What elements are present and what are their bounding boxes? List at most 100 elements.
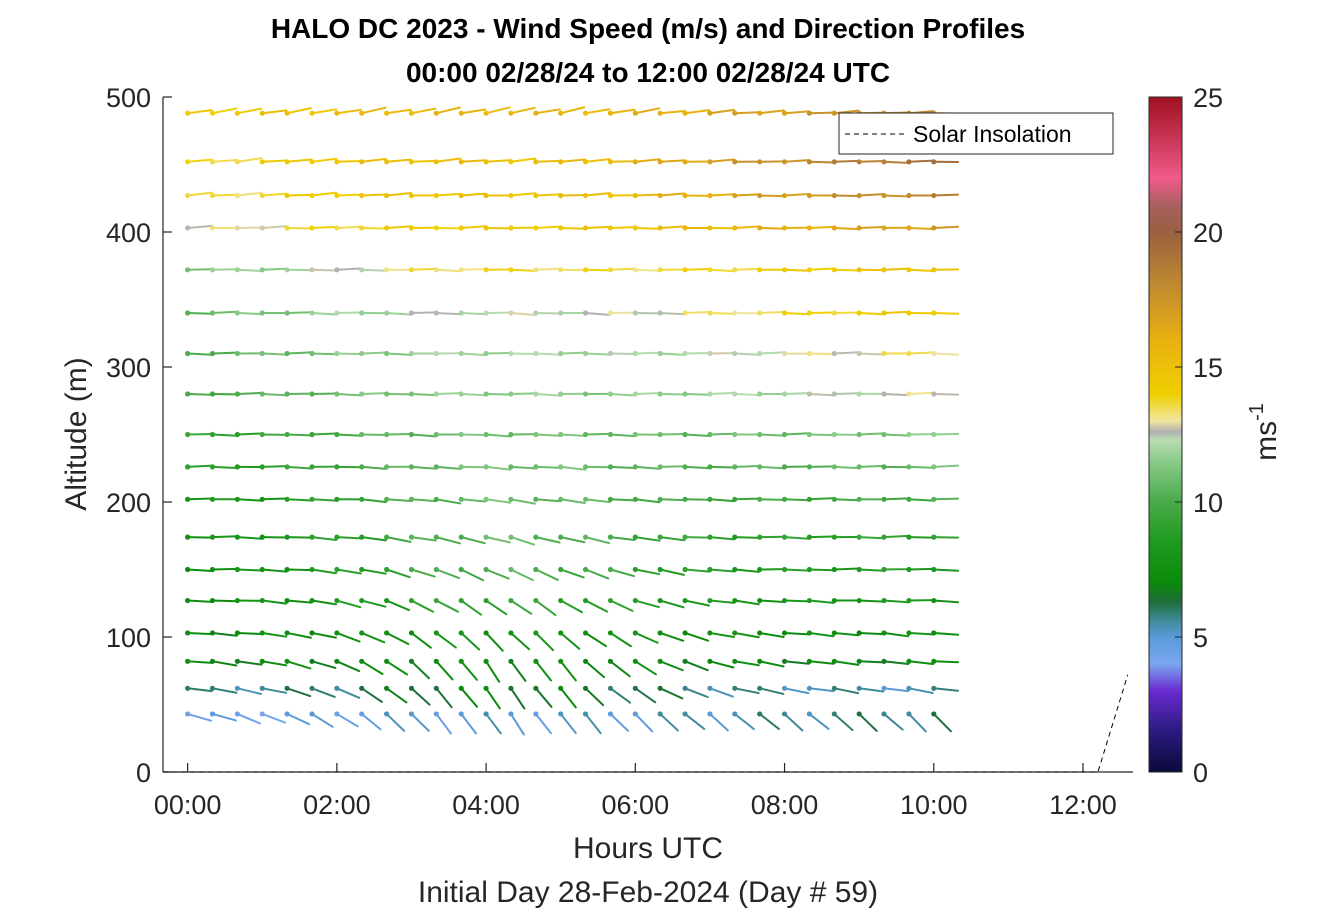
wind-point [209,391,216,397]
wind-vector [509,157,537,163]
wind-vector [286,465,313,470]
wind-vector [534,433,562,437]
wind-vector [360,568,387,575]
wind-point [682,711,688,717]
wind-point [831,159,837,165]
wind-vector [360,193,388,197]
wind-point [483,225,489,231]
y-tick-label: 500 [106,83,151,113]
wind-point [384,496,390,502]
wind-point [757,110,763,116]
wind-point [384,534,390,540]
wind-point [757,225,763,231]
wind-vector [485,433,512,438]
wind-point [384,350,390,357]
wind-vector [410,631,432,649]
wind-vector [659,599,685,609]
wind-vector [559,106,586,115]
wind-vector [534,687,553,708]
wind-point [582,658,589,664]
wind-vector [385,687,408,704]
wind-vector [833,268,860,272]
wind-vector [783,312,810,316]
wind-point [682,110,688,116]
wind-point [558,267,564,273]
wind-point [582,192,589,199]
wind-vector [186,352,213,356]
wind-point [732,534,738,540]
wind-vector [261,192,288,197]
wind-vector [733,352,761,356]
wind-vector [708,568,736,573]
wind-vector [758,109,785,115]
wind-point [657,310,663,316]
wind-point [757,685,763,691]
wind-vector [435,631,457,649]
wind-vector [186,660,213,664]
wind-point [806,267,812,273]
wind-point [234,159,240,165]
wind-point [781,597,788,604]
wind-point [558,310,564,316]
wind-point [209,496,216,502]
y-tick-label: 100 [106,623,151,653]
wind-point [707,685,713,691]
wind-point [209,110,216,116]
wind-vector [932,464,960,468]
wind-vector [460,312,487,316]
wind-vector [609,393,636,397]
wind-vector [286,107,312,115]
wind-point [732,110,738,116]
wind-point [458,597,464,604]
wind-point [831,391,837,397]
wind-vector [932,193,960,197]
wind-point [234,496,240,502]
colorbar-tick-label: 25 [1193,83,1223,113]
wind-point [483,597,489,604]
wind-vector [634,465,661,470]
wind-vector [708,660,735,669]
wind-point [259,597,265,604]
wind-vector [634,193,661,197]
wind-vector [907,536,935,539]
wind-point [284,350,290,357]
wind-point [408,110,415,116]
wind-point [309,110,315,116]
wind-vector [783,159,810,163]
wind-point [384,310,390,316]
wind-point [533,159,539,165]
wind-vector [211,310,238,314]
wind-point [607,464,614,470]
wind-vector [286,433,313,437]
wind-vector [907,465,935,469]
wind-point [284,267,290,273]
wind-point [508,159,514,165]
wind-point [682,267,688,273]
wind-vector [684,310,711,314]
wind-vector [907,159,935,163]
colorbar-ticks: 0 5 10 15 20 25 [1175,83,1223,788]
wind-point [458,534,464,540]
wind-point [607,225,614,231]
wind-point [359,496,365,502]
wind-vector [559,712,577,735]
wind-vector [634,660,657,676]
wind-vector [485,498,512,504]
wind-point [757,310,763,316]
wind-point [806,711,812,717]
wind-point [483,192,489,199]
wind-point [334,192,340,199]
wind-point [309,658,315,664]
wind-point [657,566,663,573]
wind-point [458,225,464,231]
wind-point [334,711,340,717]
wind-point [781,192,788,199]
wind-point [707,711,713,717]
wind-point [209,534,216,540]
wind-point [931,267,937,273]
wind-point [781,267,788,273]
wind-point [906,658,912,664]
wind-point [657,658,663,664]
wind-point [359,685,365,691]
wind-vector [858,193,885,197]
